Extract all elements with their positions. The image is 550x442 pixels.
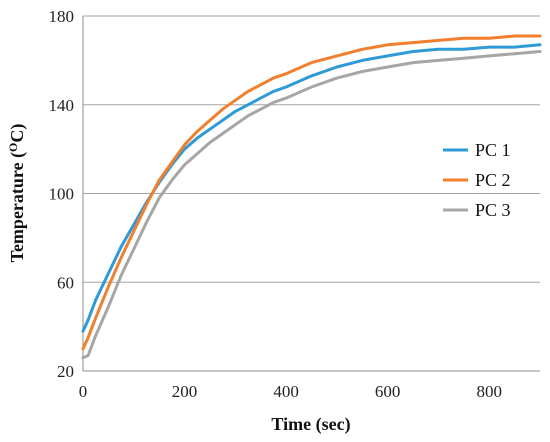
y-tick-label: 20 [57, 362, 74, 381]
series-line-pc-2 [81, 34, 542, 351]
legend-label: PC 2 [475, 170, 511, 190]
legend: PC 1 PC 2 PC 3 [443, 140, 511, 220]
series-line-pc-1 [81, 43, 542, 333]
x-tick-label: 400 [273, 382, 299, 401]
legend-label: PC 3 [475, 200, 511, 220]
x-tick-label: 0 [79, 382, 88, 401]
x-tick-label: 800 [476, 382, 502, 401]
y-tick-label: 100 [49, 185, 75, 204]
legend-label: PC 1 [475, 140, 511, 160]
y-tick-label: 140 [49, 96, 75, 115]
y-tick-label: 180 [49, 7, 75, 26]
x-axis-title: Time (sec) [271, 414, 350, 435]
tick-labels: 20 60 100 140 180 0 200 400 600 800 [49, 7, 502, 401]
x-tick-label: 200 [172, 382, 198, 401]
grid-lines [83, 15, 540, 283]
x-tick-label: 600 [375, 382, 401, 401]
series-line-pc-3 [81, 50, 542, 360]
y-axis-title: Temperature (OC) [6, 124, 28, 263]
axes [82, 16, 540, 372]
y-tick-label: 60 [57, 273, 74, 292]
series-lines [81, 34, 542, 360]
